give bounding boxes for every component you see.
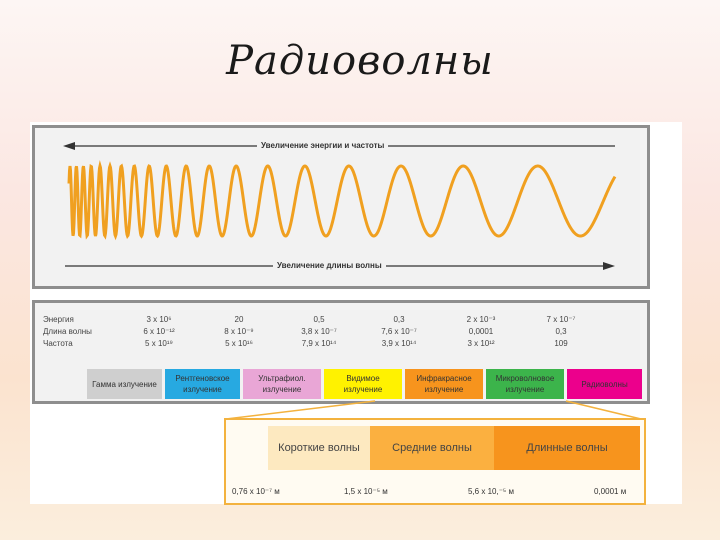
band-ultraviolet-label: Ультрафиол. излучение — [258, 374, 306, 394]
cell-frequency: 3,9 x 10¹⁴ — [381, 339, 417, 348]
band-gamma-label: Гамма излучение — [92, 379, 157, 389]
subband-long: Длинные волны — [494, 426, 640, 470]
subband-short: Короткие волны — [268, 426, 370, 470]
band-microwave-label: Микроволновое излучение — [495, 374, 555, 394]
slide-title: Радиоволны — [226, 38, 494, 84]
band-radio: Радиоволны — [567, 369, 642, 399]
top-arrowhead-icon — [63, 142, 75, 150]
scale-label: 5,6 x 10,⁻⁵ м — [468, 487, 514, 496]
bottom-arrowhead-icon — [603, 262, 615, 270]
subband-short-label: Короткие волны — [278, 442, 360, 454]
top-arrow-label: Увеличение энергии и частоты — [257, 141, 389, 150]
band-visible-label: Видимое излучение — [343, 374, 383, 394]
wave-panel: Увеличение энергии и частоты Увеличение … — [32, 125, 650, 289]
band-infrared-label: Инфракрасное излучение — [416, 374, 472, 394]
cell-frequency: 109 — [554, 339, 568, 348]
band-xray-label: Рентгеновское излучение — [175, 374, 230, 394]
cell-energy: 7 x 10⁻⁷ — [546, 315, 576, 324]
cell-wavelength: 8 x 10⁻⁹ — [224, 327, 254, 336]
cell-energy: 2 x 10⁻³ — [466, 315, 496, 324]
spectrum-table-panel: Энергия Длина волны Частота 3 x 10⁶ 6 x … — [32, 300, 650, 404]
band-radio-label: Радиоволны — [581, 379, 628, 389]
cell-energy: 3 x 10⁶ — [146, 315, 172, 324]
cell-wavelength: 3,8 x 10⁻⁷ — [301, 327, 337, 336]
cell-wavelength: 0,0001 — [468, 327, 494, 336]
wave-line — [67, 160, 617, 241]
subband-medium-label: Средние волны — [392, 442, 472, 454]
band-ultraviolet: Ультрафиол. излучение — [243, 369, 321, 399]
cell-wavelength: 7,6 x 10⁻⁷ — [381, 327, 417, 336]
cell-wavelength: 6 x 10⁻¹² — [143, 327, 175, 336]
row-label-energy: Энергия — [43, 315, 74, 324]
cell-energy: 20 — [234, 315, 244, 324]
scale-label: 0,0001 м — [594, 487, 627, 496]
radio-subbands-panel: Короткие волны Средние волны Длинные вол… — [224, 418, 646, 505]
band-infrared: Инфракрасное излучение — [405, 369, 483, 399]
row-label-wavelength: Длина волны — [43, 327, 92, 336]
cell-energy: 0,5 — [313, 315, 325, 324]
cell-frequency: 3 x 10¹² — [467, 339, 495, 348]
cell-frequency: 5 x 10¹⁹ — [145, 339, 173, 348]
subband-medium: Средние волны — [370, 426, 494, 470]
band-gamma: Гамма излучение — [87, 369, 162, 399]
cell-frequency: 5 x 10¹⁶ — [225, 339, 253, 348]
band-xray: Рентгеновское излучение — [165, 369, 240, 399]
bottom-arrow-label: Увеличение длины волны — [273, 261, 386, 270]
subband-long-label: Длинные волны — [526, 442, 608, 454]
scale-label: 1,5 x 10⁻⁵ м — [344, 487, 388, 496]
row-label-frequency: Частота — [43, 339, 73, 348]
cell-energy: 0,3 — [393, 315, 405, 324]
band-visible: Видимое излучение — [324, 369, 402, 399]
scale-label: 0,76 x 10⁻⁷ м — [232, 487, 280, 496]
cell-wavelength: 0,3 — [555, 327, 567, 336]
band-microwave: Микроволновое излучение — [486, 369, 564, 399]
cell-frequency: 7,9 x 10¹⁴ — [301, 339, 337, 348]
